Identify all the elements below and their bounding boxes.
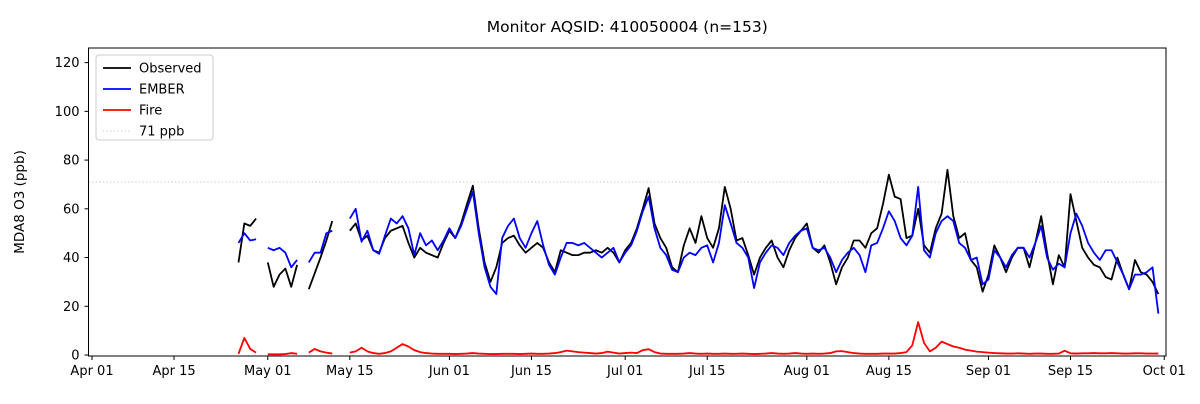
- legend-label-fire: Fire: [139, 104, 162, 119]
- x-axis-label: Sep 01: [966, 364, 1011, 379]
- x-axis-label: Aug 15: [866, 364, 912, 379]
- x-axis-label: Aug 01: [784, 364, 830, 379]
- y-axis-title: MDA8 O3 (ppb): [12, 150, 28, 254]
- x-axis-label: May 01: [244, 364, 292, 379]
- observed-line: [237, 168, 1160, 295]
- x-axis-label: Sep 15: [1048, 364, 1093, 379]
- x-axis-label: Jun 15: [510, 364, 552, 379]
- x-axis-label: Oct 01: [1143, 364, 1186, 379]
- x-axis-label: Jul 01: [606, 364, 643, 379]
- y-axis-label: 20: [63, 300, 80, 315]
- x-axis-label: Apr 15: [152, 364, 195, 379]
- legend-label-observed: Observed: [139, 62, 202, 77]
- y-axis-label: 100: [55, 105, 80, 120]
- chart-title: Monitor AQSID: 410050004 (n=153): [487, 18, 768, 36]
- x-axis-label: Jun 01: [428, 364, 470, 379]
- fire-line: [237, 321, 1159, 356]
- ember-line: [237, 185, 1160, 314]
- y-axis-label: 40: [63, 251, 80, 266]
- x-axis-label: Jul 15: [688, 364, 725, 379]
- legend-box: [95, 54, 214, 141]
- y-axis-label: 80: [63, 154, 80, 169]
- y-axis-label: 0: [71, 349, 79, 364]
- x-axis-label: May 15: [326, 364, 374, 379]
- legend-label-ember: EMBER: [139, 83, 185, 98]
- legend-label-71-ppb: 71 ppb: [139, 125, 184, 140]
- y-axis-label: 60: [63, 202, 80, 217]
- y-axis-label: 120: [55, 56, 80, 71]
- x-axis-label: Apr 01: [70, 364, 113, 379]
- plot-border: [88, 47, 1167, 357]
